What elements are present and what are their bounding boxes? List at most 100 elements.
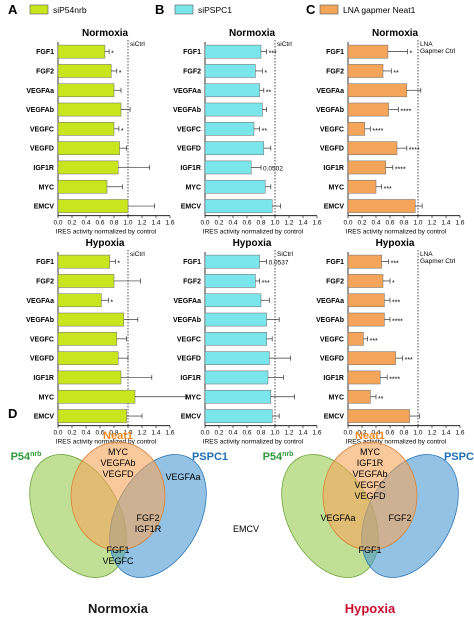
category-label: IGF1R [33,165,54,172]
x-tick-label: 1.2 [427,430,436,437]
x-tick-label: 0.2 [214,430,223,437]
category-label: FGF1 [36,49,54,56]
venn-label-superscript: nrb [282,451,293,458]
significance-label: * [110,299,113,306]
category-label: VEGFAa [316,298,344,305]
category-label: EMCV [324,414,345,421]
x-tick-label: 0.0 [343,430,352,437]
legend-label: LNA gapmer Neat1 [343,5,416,15]
bar [347,141,398,155]
bar [204,254,260,269]
bar [204,332,267,346]
x-axis-label: IRES activity normalized by control [56,439,157,446]
x-tick-label: 1.0 [123,430,132,437]
venn-item: FGF2 [136,513,159,523]
x-axis-label: IRES activity normalized by control [346,439,447,446]
category-label: FGF1 [183,49,201,56]
venn-item: VEGFC [354,480,386,490]
bar [347,64,384,78]
condition-title: Normoxia [82,28,129,39]
x-tick-label: 0.0 [200,220,209,227]
category-label: VEGFAa [173,298,201,305]
x-tick-label: 0.2 [67,430,76,437]
x-tick-label: 1.2 [284,220,293,227]
x-tick-label: 0.0 [343,220,352,227]
venn-label-neat1: Neat1 [103,430,133,442]
venn-item: MYC [108,447,129,457]
bar [347,274,384,288]
category-label: FGF2 [183,278,201,285]
significance-label: **** [400,109,411,116]
category-label: VEGFD [320,146,344,153]
bar [204,64,256,78]
venn-item: FGF1 [106,545,129,555]
x-tick-label: 0.4 [228,220,237,227]
bar [57,199,129,213]
bar [204,312,267,327]
bar [204,122,255,136]
category-label: VEGFC [320,126,344,133]
venn-label-pspc1: PSPC1 [444,451,474,463]
category-label: VEGFD [30,356,54,363]
venn-item: IGF1R [357,458,384,468]
x-tick-label: 0.8 [109,220,118,227]
category-label: EMCV [181,414,202,421]
x-tick-label: 1.6 [165,430,174,437]
condition-title: Hypoxia [86,238,125,249]
venn-item: VEGFD [102,469,134,479]
category-label: VEGFAa [316,88,344,95]
bar [57,370,122,385]
category-label: FGF1 [183,259,201,266]
x-axis-label: IRES activity normalized by control [203,229,304,236]
bar [204,160,252,175]
x-tick-label: 1.2 [137,430,146,437]
x-tick-label: 0.2 [357,220,366,227]
category-label: VEGFAb [316,317,344,324]
bar [57,351,119,365]
bar [347,351,396,365]
category-label: MYC [185,394,201,401]
bar [204,44,262,59]
category-label: IGF1R [323,165,344,172]
x-tick-label: 0.4 [371,220,380,227]
panel-letter-D: D [8,406,17,421]
reference-label: LNA [420,41,433,48]
x-tick-label: 1.6 [312,430,321,437]
category-label: IGF1R [180,165,201,172]
category-label: FGF2 [36,68,54,75]
bar [57,160,119,175]
significance-label: ** [266,89,272,96]
bar [204,409,273,423]
x-tick-label: 0.0 [53,220,62,227]
bar [204,293,262,308]
significance-label: **** [392,319,403,326]
category-label: VEGFC [177,336,201,343]
category-label: IGF1R [323,375,344,382]
x-tick-label: 0.0 [53,430,62,437]
x-tick-label: 1.4 [151,220,160,227]
x-tick-label: 1.0 [270,430,279,437]
venn-item: VEGFAb [352,469,387,479]
significance-label: * [410,51,413,58]
x-tick-label: 0.2 [357,430,366,437]
venn-item: VEGFD [354,491,386,501]
category-label: VEGFAb [316,107,344,114]
category-label: FGF2 [326,278,344,285]
bar [57,102,122,117]
bar [204,179,266,194]
bar [347,102,389,117]
bar [204,102,263,117]
condition-title: Hypoxia [233,238,272,249]
venn-label-p54nrb: P54nrb [11,451,42,463]
bar [57,64,112,78]
category-label: VEGFC [177,126,201,133]
legend-swatch [174,4,194,15]
significance-label: ** [378,396,384,403]
category-label: VEGFAa [26,298,54,305]
bar [347,44,389,59]
category-label: EMCV [34,204,55,211]
